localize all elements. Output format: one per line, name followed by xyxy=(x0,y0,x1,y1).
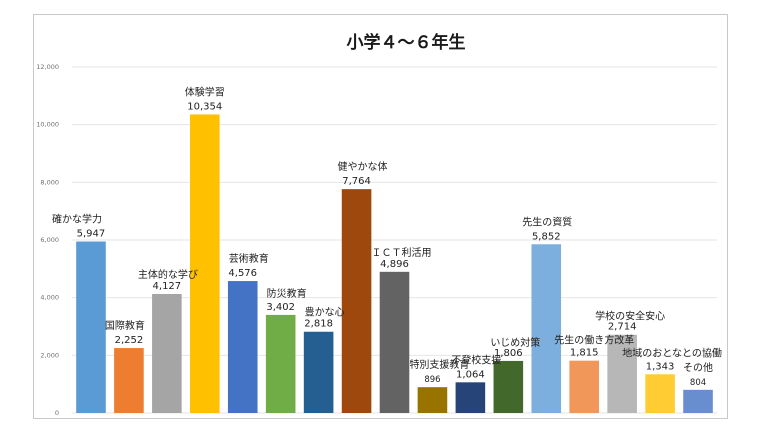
bar-category-label: 主体的な学び xyxy=(138,268,198,281)
y-tick-label: 0 xyxy=(55,409,59,417)
bar xyxy=(303,331,334,413)
bar-category-label: 健やかな体 xyxy=(338,161,388,173)
y-tick-label: 6,000 xyxy=(40,236,59,244)
bar-category-label: 不登校支援 xyxy=(451,353,501,366)
bar-value-label: 5,852 xyxy=(532,231,561,242)
bar-category-label: ＩＣＴ利活用 xyxy=(372,247,432,259)
bar-category-label: 芸術教育 xyxy=(229,252,269,265)
bar-value-label: 896 xyxy=(424,375,440,385)
bar-value-label: 10,354 xyxy=(187,101,222,112)
bar xyxy=(227,281,258,413)
bar-value-label: 2,714 xyxy=(608,322,637,333)
bar-chart: 小学４～６年生 0 2,000 4,000 6,000 8,000 10,000 12,00… xyxy=(36,32,722,417)
bar-value-label: 7,764 xyxy=(342,176,371,187)
chart-title: 小学４～６年生 xyxy=(347,32,466,53)
y-tick-label: 4,000 xyxy=(40,294,59,302)
bar-category-label: 先生の働き方改革 xyxy=(554,334,634,347)
bar-value-label: 1,815 xyxy=(570,348,599,359)
bar-value-label: 2,252 xyxy=(115,335,144,346)
bar xyxy=(531,244,562,413)
bar xyxy=(189,114,220,414)
bar xyxy=(114,348,144,413)
bar-value-label: 4,127 xyxy=(153,281,182,292)
bar-category-label: 国際教育 xyxy=(105,319,145,332)
bar xyxy=(76,241,106,413)
bar xyxy=(265,314,296,413)
bar-value-label: 4,576 xyxy=(228,268,257,279)
y-tick-label: 12,000 xyxy=(36,63,59,71)
y-tick-label: 8,000 xyxy=(40,178,59,186)
bar xyxy=(417,387,448,413)
bar-category-label: 確かな学力 xyxy=(52,213,102,226)
bar-category-label: 特別支援教育 xyxy=(409,358,469,371)
bar-value-label: 3,402 xyxy=(266,302,295,313)
bar-category-label: 学校の安全安心 xyxy=(595,310,665,323)
bar xyxy=(645,374,675,413)
bar-value-label: 4,896 xyxy=(380,259,409,270)
bar-category-label: いじめ対策 xyxy=(490,336,540,349)
bar-value-label: 1,806 xyxy=(494,348,523,359)
bars xyxy=(76,114,713,414)
bar xyxy=(152,294,182,413)
bar-category-label: 地域のおとなとの協働 xyxy=(622,346,722,359)
bar xyxy=(607,334,637,413)
bar-category-label: その他 xyxy=(683,361,713,374)
y-tick-label: 2,000 xyxy=(40,351,59,359)
bar xyxy=(493,360,524,413)
bar xyxy=(455,382,486,413)
y-tick-label: 10,000 xyxy=(36,121,59,129)
bar-value-label: 1,343 xyxy=(646,361,675,372)
bar-category-label: 防災教育 xyxy=(267,287,307,300)
bar xyxy=(683,389,713,413)
bar-category-label: 体験学習 xyxy=(185,85,225,98)
bar-value-label: 1,064 xyxy=(456,369,485,380)
bar-value-label: 804 xyxy=(690,378,706,388)
y-axis-ticks: 0 2,000 4,000 6,000 8,000 10,000 12,000 xyxy=(36,63,59,417)
bar-value-label: 5,947 xyxy=(77,229,106,240)
bar xyxy=(379,271,410,413)
bar xyxy=(341,189,372,413)
bar-category-label: 豊かな心 xyxy=(305,306,345,319)
bar xyxy=(569,360,600,413)
bar-value-label: 2,818 xyxy=(304,319,333,330)
chart-frame: 小学４～６年生 0 2,000 4,000 6,000 8,000 10,000 12,00… xyxy=(33,14,728,419)
bar-category-label: 先生の資質 xyxy=(522,215,572,228)
